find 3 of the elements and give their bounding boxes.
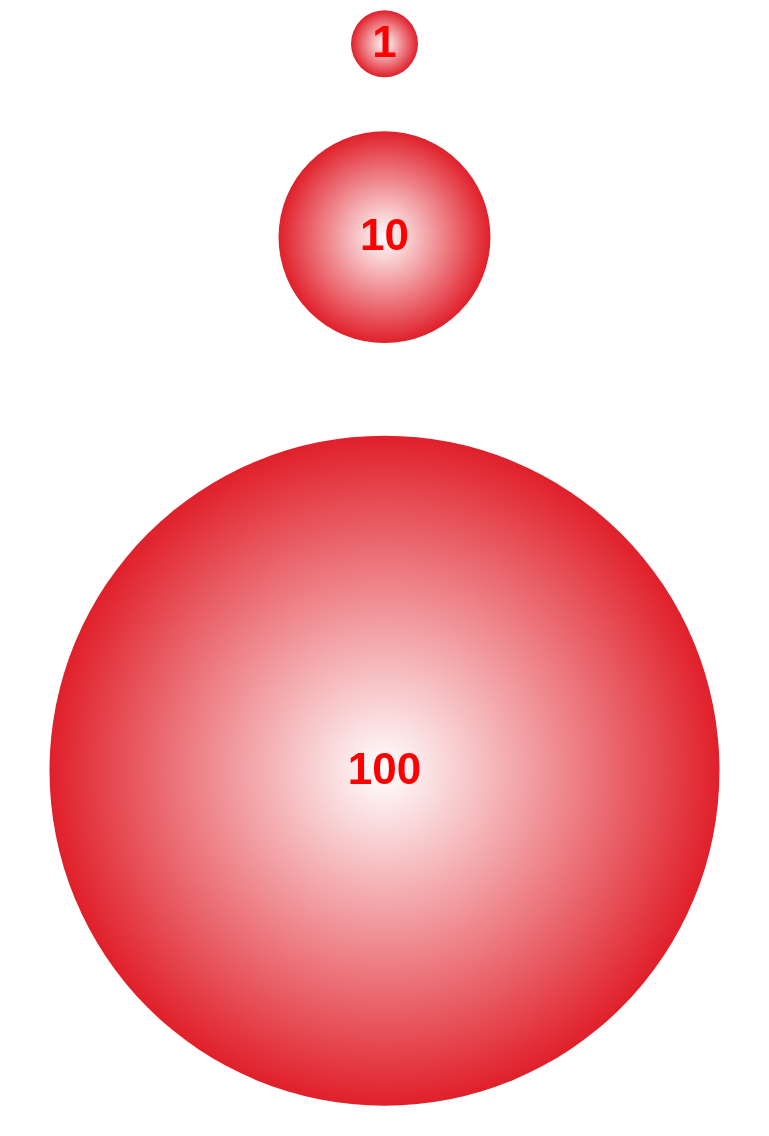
data-label: 100 xyxy=(347,743,422,793)
data-label: 10 xyxy=(360,210,409,260)
data-label: 1 xyxy=(372,16,397,66)
